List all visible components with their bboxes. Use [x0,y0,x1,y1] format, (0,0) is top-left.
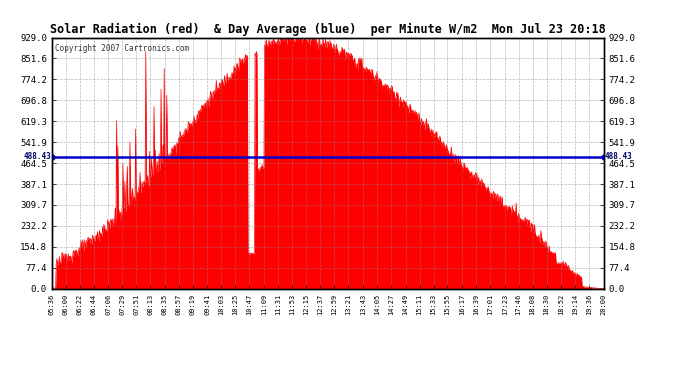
Text: 488.43: 488.43 [24,152,52,161]
Text: Copyright 2007 Cartronics.com: Copyright 2007 Cartronics.com [55,44,188,53]
Text: 488.43: 488.43 [605,152,633,161]
Title: Solar Radiation (red)  & Day Average (blue)  per Minute W/m2  Mon Jul 23 20:18: Solar Radiation (red) & Day Average (blu… [50,23,606,36]
